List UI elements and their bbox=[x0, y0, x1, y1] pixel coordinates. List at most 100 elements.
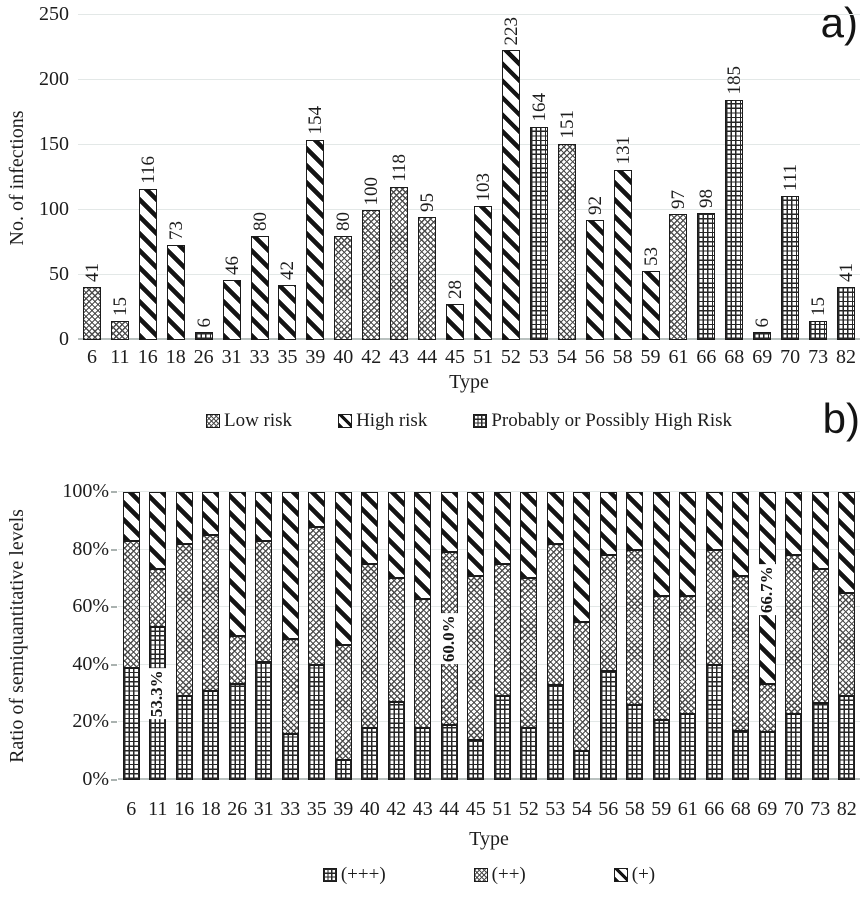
x-tick-label: 53 bbox=[528, 346, 549, 368]
bar-type-73 bbox=[809, 320, 828, 340]
x-tick-label: 56 bbox=[598, 798, 619, 820]
segment-(+) bbox=[811, 492, 829, 569]
panel-a-label: a) bbox=[820, 0, 858, 46]
x-tick-label: 82 bbox=[836, 346, 857, 368]
x-tick-label: 58 bbox=[612, 346, 633, 368]
stacked-bar-type-43 bbox=[414, 492, 432, 780]
stacked-bar-type-54 bbox=[573, 492, 591, 780]
legend-item: High risk bbox=[338, 410, 427, 432]
legend-item: Probably or Possibly High Risk bbox=[473, 410, 732, 432]
gridline bbox=[78, 144, 860, 145]
y-tick-label: 80% bbox=[72, 537, 109, 560]
segment-(+) bbox=[334, 492, 352, 645]
x-tick-label: 31 bbox=[221, 346, 242, 368]
bar-type-56 bbox=[585, 220, 604, 340]
stacked-bar-type-6 bbox=[122, 492, 140, 780]
segment-(+) bbox=[732, 492, 750, 576]
segment-(+++) bbox=[202, 690, 220, 780]
segment-(+) bbox=[599, 492, 617, 556]
x-tick-label: 45 bbox=[445, 346, 466, 368]
x-tick-label: 69 bbox=[752, 346, 773, 368]
legend-item: (+++) bbox=[322, 864, 386, 886]
segment-(+) bbox=[838, 492, 856, 593]
bar-type-44 bbox=[418, 216, 437, 340]
x-tick-label: 44 bbox=[439, 798, 460, 820]
legend-item: Low risk bbox=[205, 410, 292, 432]
segment-(+) bbox=[546, 492, 564, 544]
segment-(++) bbox=[361, 564, 379, 729]
bar-type-69 bbox=[753, 332, 772, 340]
bar-annotation: 53.3% bbox=[147, 668, 167, 719]
segment-(+++) bbox=[758, 731, 776, 780]
x-tick-label: 43 bbox=[412, 798, 433, 820]
bar-type-53 bbox=[529, 126, 548, 340]
segment-(++) bbox=[202, 535, 220, 691]
segment-(+++) bbox=[679, 713, 697, 780]
segment-(++) bbox=[785, 555, 803, 714]
panel-b-x-axis-title: Type bbox=[469, 828, 509, 850]
grid-pattern-swatch bbox=[473, 414, 488, 428]
segment-(+) bbox=[202, 492, 220, 536]
bar-value-label: 41 bbox=[81, 262, 103, 282]
stacked-bar-type-82 bbox=[838, 492, 856, 780]
segment-(++) bbox=[811, 568, 829, 704]
stacked-bar-type-61 bbox=[679, 492, 697, 780]
segment-(+) bbox=[626, 492, 644, 550]
bar-value-label: 92 bbox=[584, 196, 606, 216]
segment-(+++) bbox=[811, 703, 829, 780]
x-tick-label: 52 bbox=[518, 798, 539, 820]
stacked-bar-type-52 bbox=[520, 492, 538, 780]
stacked-bar-type-58 bbox=[626, 492, 644, 780]
bar-type-39 bbox=[306, 139, 325, 340]
bar-type-68 bbox=[725, 99, 744, 340]
x-tick-label: 54 bbox=[571, 798, 592, 820]
y-tick-label: 200 bbox=[39, 68, 69, 90]
x-tick-label: 70 bbox=[783, 798, 804, 820]
segment-(+++) bbox=[493, 696, 511, 780]
legend-item: (++) bbox=[473, 864, 526, 886]
bar-type-66 bbox=[697, 212, 716, 340]
x-tick-label: 54 bbox=[556, 346, 577, 368]
x-tick-label: 43 bbox=[389, 346, 410, 368]
bar-value-label: 131 bbox=[612, 136, 634, 165]
panel-b-y-axis-title: Ratio of semiquantitative levels bbox=[6, 509, 28, 763]
x-tick-label: 66 bbox=[704, 798, 725, 820]
segment-(++) bbox=[705, 549, 723, 665]
segment-(++) bbox=[679, 595, 697, 714]
segment-(+) bbox=[467, 492, 485, 576]
bar-type-70 bbox=[781, 195, 800, 340]
gridline bbox=[78, 79, 860, 80]
x-tick-label: 70 bbox=[780, 346, 801, 368]
bar-type-35 bbox=[278, 285, 297, 340]
gridline bbox=[78, 209, 860, 210]
bar-type-26 bbox=[194, 332, 213, 340]
grid-pattern-swatch bbox=[322, 868, 337, 882]
segment-(+++) bbox=[228, 684, 246, 780]
gridline bbox=[118, 606, 860, 608]
segment-(++) bbox=[228, 636, 246, 685]
segment-(+) bbox=[228, 492, 246, 636]
x-tick-label: 39 bbox=[333, 798, 354, 820]
bar-value-label: 98 bbox=[696, 188, 718, 208]
stacked-bar-type-33 bbox=[281, 492, 299, 780]
segment-(+++) bbox=[122, 667, 140, 780]
bar-value-label: 154 bbox=[305, 106, 327, 135]
bar-value-label: 223 bbox=[500, 16, 522, 46]
segment-(++) bbox=[758, 683, 776, 732]
x-tick-label: 68 bbox=[724, 346, 745, 368]
x-tick-label: 42 bbox=[361, 346, 382, 368]
x-tick-label: 73 bbox=[808, 346, 829, 368]
segment-(+++) bbox=[334, 759, 352, 780]
stacked-bar-type-39 bbox=[334, 492, 352, 780]
weave-pattern-swatch bbox=[473, 868, 488, 882]
bar-type-11 bbox=[110, 320, 129, 340]
x-tick-label: 33 bbox=[249, 346, 270, 368]
bar-value-label: 73 bbox=[165, 221, 187, 241]
gridline bbox=[118, 491, 860, 492]
bar-value-label: 6 bbox=[752, 317, 774, 328]
segment-(++) bbox=[149, 568, 167, 627]
segment-(+++) bbox=[520, 728, 538, 780]
bar-type-40 bbox=[334, 236, 353, 340]
segment-(+) bbox=[175, 492, 193, 544]
bar-value-label: 151 bbox=[556, 110, 578, 139]
